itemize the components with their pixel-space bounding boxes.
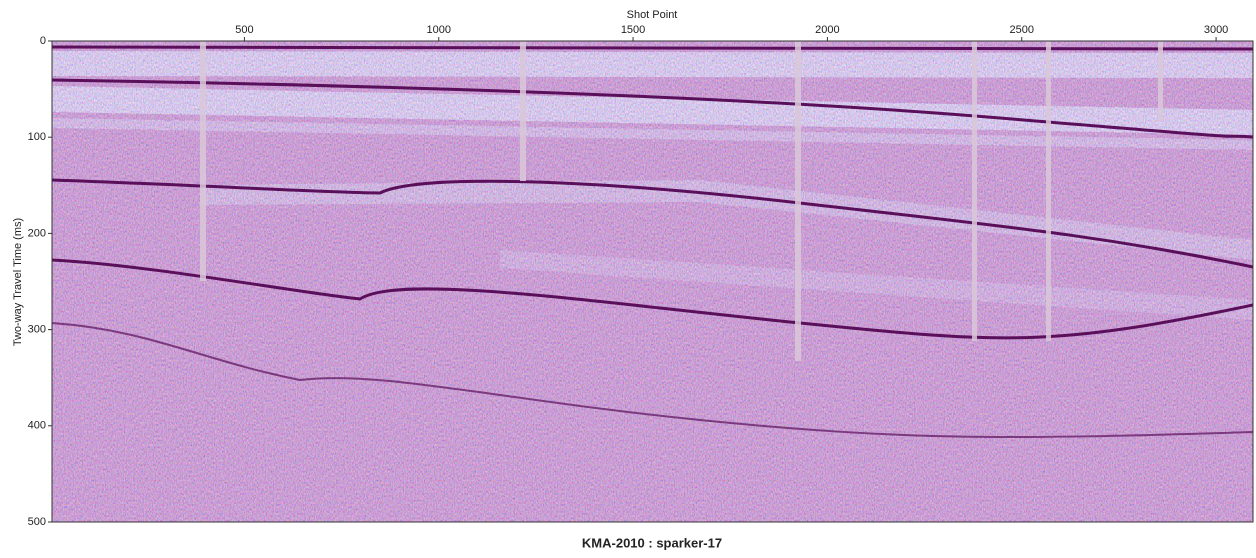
x-tick-label: 1000: [426, 24, 450, 36]
x-tick-label: 500: [235, 24, 253, 36]
x-tick-label: 2000: [815, 24, 839, 36]
y-tick-label: 300: [28, 324, 46, 336]
y-tick-label: 200: [28, 227, 46, 239]
x-tick-label: 3000: [1204, 24, 1228, 36]
chart-title: KMA-2010 : sparker-17: [582, 535, 722, 550]
y-tick-label: 100: [28, 131, 46, 143]
x-axis-title: Shot Point: [627, 9, 678, 21]
x-tick-label: 2500: [1009, 24, 1033, 36]
y-tick-label: 0: [40, 35, 46, 47]
y-tick-label: 400: [28, 420, 46, 432]
y-tick-label: 500: [28, 516, 46, 528]
y-axis-title: Two-way Travel Time (ms): [12, 218, 24, 346]
seismic-section: [52, 41, 1253, 522]
plot-frame: [51, 40, 1254, 523]
x-tick-label: 1500: [621, 24, 645, 36]
